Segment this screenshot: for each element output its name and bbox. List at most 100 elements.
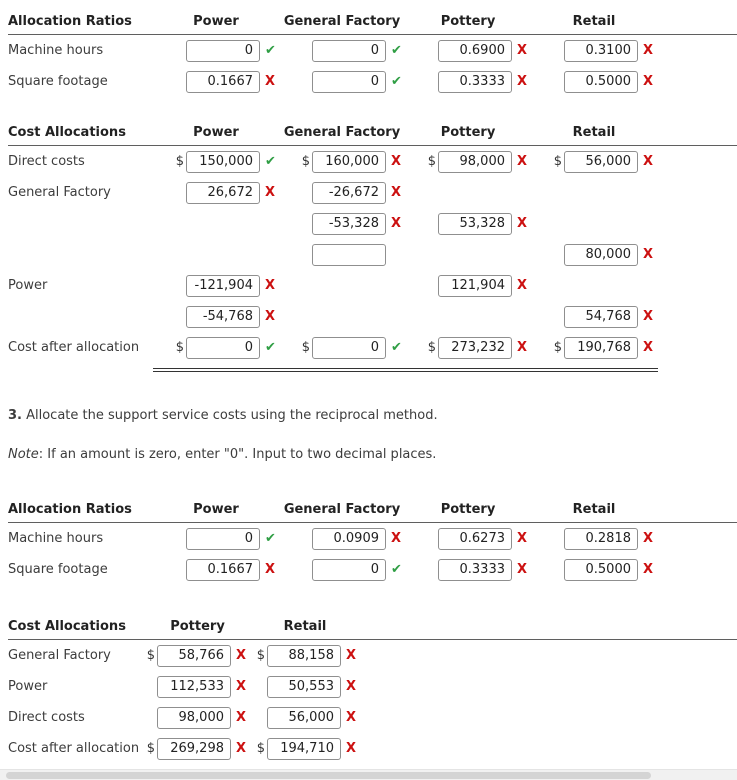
column-header-power: Power: [193, 501, 239, 517]
ratio-input[interactable]: [312, 527, 386, 550]
row-label: Machine hours: [8, 531, 104, 546]
empty-cell: [279, 270, 405, 301]
incorrect-icon: X: [643, 74, 654, 89]
incorrect-icon: X: [391, 185, 402, 200]
amount-cell: X: [531, 239, 657, 270]
table-row: X X: [8, 301, 737, 332]
amount-cell: $ X: [145, 733, 250, 764]
correct-icon: ✔: [391, 43, 402, 58]
amount-input[interactable]: [564, 336, 638, 359]
amount-input[interactable]: [157, 675, 231, 698]
amount-input[interactable]: [438, 212, 512, 235]
amount-input[interactable]: [564, 150, 638, 173]
table-row-general-factory: General Factory X X: [8, 177, 737, 208]
ratio-input[interactable]: [186, 527, 260, 550]
ratio-input[interactable]: [564, 70, 638, 93]
ratio-cell: X: [153, 66, 279, 97]
amount-input[interactable]: [186, 336, 260, 359]
amount-cell: X: [250, 671, 360, 702]
amount-input[interactable]: [312, 212, 386, 235]
ratio-input[interactable]: [564, 558, 638, 581]
amount-input[interactable]: [157, 644, 231, 667]
correct-icon: ✔: [265, 154, 276, 169]
amount-input[interactable]: [438, 336, 512, 359]
amount-input[interactable]: [312, 243, 386, 266]
ratio-cell: ✔: [153, 523, 279, 554]
correct-icon: ✔: [265, 340, 276, 355]
amount-cell: $ X: [250, 640, 360, 671]
amount-cell: X: [145, 671, 250, 702]
horizontal-scrollbar[interactable]: [0, 769, 737, 780]
ratio-input[interactable]: [186, 70, 260, 93]
incorrect-icon: X: [265, 309, 276, 324]
dollar-sign: $: [256, 648, 265, 663]
amount-cell: X: [405, 208, 531, 239]
amount-input[interactable]: [267, 706, 341, 729]
empty-cell: [405, 177, 531, 208]
row-label: Square footage: [8, 562, 108, 577]
amount-input[interactable]: [564, 305, 638, 328]
amount-input[interactable]: [157, 706, 231, 729]
amount-input[interactable]: [186, 150, 260, 173]
ratio-cell: X: [405, 66, 531, 97]
amount-cell: $ X: [279, 146, 405, 177]
amount-input[interactable]: [564, 243, 638, 266]
ratio-input[interactable]: [312, 39, 386, 62]
ratio-input[interactable]: [186, 558, 260, 581]
ratio-input[interactable]: [438, 558, 512, 581]
ratio-cell: ✔: [153, 35, 279, 66]
table-row-machine-hours: Machine hours ✔ X X X: [8, 523, 737, 554]
ratio-input[interactable]: [564, 39, 638, 62]
incorrect-icon: X: [236, 710, 247, 725]
allocation-ratios-table-1: Allocation Ratios Power General Factory …: [8, 8, 737, 97]
amount-input[interactable]: [312, 181, 386, 204]
amount-cell: $ X: [531, 332, 657, 363]
correct-icon: ✔: [391, 562, 402, 577]
row-label: Cost after allocation: [8, 741, 140, 756]
amount-input[interactable]: [186, 305, 260, 328]
ratio-input[interactable]: [312, 558, 386, 581]
amount-input[interactable]: [312, 150, 386, 173]
ratio-cell: X: [531, 35, 657, 66]
amount-input[interactable]: [267, 644, 341, 667]
empty-cell: [405, 301, 531, 332]
table-title: Cost Allocations: [8, 618, 126, 634]
empty-cell: [153, 239, 279, 270]
amount-input[interactable]: [157, 737, 231, 760]
amount-input[interactable]: [312, 336, 386, 359]
ratio-input[interactable]: [438, 70, 512, 93]
amount-cell: X: [279, 208, 405, 239]
table-row-cost-after-allocation: Cost after allocation $ X $ X: [8, 733, 737, 764]
column-header-general-factory: General Factory: [283, 13, 401, 29]
amount-cell: [279, 239, 405, 270]
table-header: Allocation Ratios Power General Factory …: [8, 496, 737, 523]
amount-input[interactable]: [186, 181, 260, 204]
table-row-square-footage: Square footage X ✔ X X: [8, 66, 737, 97]
amount-input[interactable]: [267, 675, 341, 698]
amount-input[interactable]: [267, 737, 341, 760]
amount-input[interactable]: [186, 274, 260, 297]
ratio-input[interactable]: [312, 70, 386, 93]
table-header: Allocation Ratios Power General Factory …: [8, 8, 737, 35]
incorrect-icon: X: [517, 531, 528, 546]
table-row: X X: [8, 208, 737, 239]
amount-input[interactable]: [438, 274, 512, 297]
incorrect-icon: X: [265, 562, 276, 577]
incorrect-icon: X: [265, 74, 276, 89]
dollar-sign: $: [256, 741, 265, 756]
incorrect-icon: X: [346, 679, 357, 694]
ratio-input[interactable]: [564, 527, 638, 550]
row-label: Machine hours: [8, 43, 104, 58]
amount-input[interactable]: [438, 150, 512, 173]
ratio-input[interactable]: [438, 527, 512, 550]
scrollbar-thumb[interactable]: [6, 772, 651, 779]
ratio-input[interactable]: [438, 39, 512, 62]
incorrect-icon: X: [517, 278, 528, 293]
ratio-input[interactable]: [186, 39, 260, 62]
empty-cell: [279, 301, 405, 332]
empty-cell: [531, 177, 657, 208]
column-header-pottery: Pottery: [440, 124, 496, 140]
dollar-sign: $: [553, 340, 562, 355]
empty-cell: [405, 239, 531, 270]
empty-cell: [153, 208, 279, 239]
